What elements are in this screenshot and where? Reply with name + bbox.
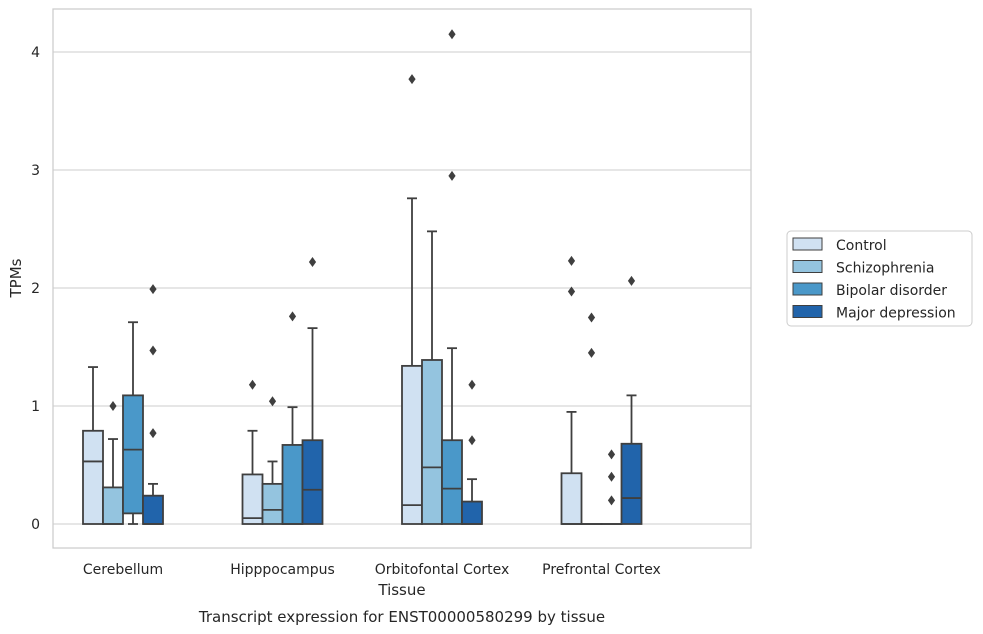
- box-2-1: [281, 311, 304, 525]
- outlier-point: [627, 275, 636, 286]
- box-0-0: [82, 366, 104, 525]
- y-tick-label: 1: [31, 399, 40, 415]
- outlier-point: [607, 471, 616, 482]
- box-1-1: [261, 396, 284, 525]
- x-tick-label: Orbitofontal Cortex: [375, 562, 510, 578]
- box-rect: [102, 486, 124, 525]
- outlier-point: [448, 170, 456, 181]
- legend: Control Schizophrenia Bipolar disorder Majo…: [786, 230, 973, 327]
- box-rect: [441, 439, 463, 525]
- box-rect: [281, 444, 304, 525]
- box-2-3: [600, 449, 623, 525]
- x-tick-label: Hipppocampus: [230, 562, 335, 578]
- legend-label: Bipolar disorder: [836, 283, 947, 299]
- box-rect: [261, 482, 284, 525]
- y-tick-label: 4: [31, 45, 40, 61]
- plot-frame: [52, 8, 752, 549]
- legend-swatch: [792, 305, 823, 318]
- box-rect: [421, 359, 443, 525]
- outlier-point: [288, 311, 297, 322]
- chart-title: Transcript expression for ENST0000058029…: [198, 608, 605, 626]
- outlier-point: [308, 257, 317, 268]
- outlier-point: [268, 396, 277, 407]
- legend-swatch: [792, 237, 823, 251]
- outlier-point: [448, 29, 456, 40]
- box-rect: [620, 442, 643, 525]
- box-2-2: [441, 29, 463, 525]
- box-1-2: [421, 230, 443, 525]
- outlier-point: [567, 255, 576, 266]
- outlier-point: [468, 379, 476, 390]
- box-0-2: [401, 74, 423, 525]
- box-rect: [241, 473, 264, 525]
- box-3-2: [461, 379, 483, 525]
- legend-swatch: [792, 282, 823, 296]
- x-tick-label: Prefrontal Cortex: [542, 562, 661, 578]
- box-rect: [142, 494, 164, 525]
- box-rect: [560, 472, 583, 525]
- outlier-point: [468, 435, 476, 446]
- outlier-point: [248, 379, 257, 390]
- y-tick-label: 0: [31, 517, 40, 533]
- box-rect: [461, 500, 483, 525]
- outlier-point: [408, 74, 416, 85]
- x-tick-label: Cerebellum: [83, 562, 163, 578]
- outlier-point: [149, 284, 157, 295]
- box-0-1: [241, 379, 264, 525]
- outlier-point: [149, 345, 157, 356]
- box-3-3: [620, 275, 643, 525]
- box-1-3: [580, 312, 603, 525]
- plot-area: [82, 29, 643, 525]
- legend-label: Major depression: [836, 306, 956, 322]
- box-rect: [82, 429, 104, 525]
- outlier-point: [587, 347, 596, 358]
- box-2-0: [122, 321, 144, 525]
- box-rect: [122, 394, 144, 515]
- box-3-1: [301, 257, 324, 525]
- legend-label: Control: [836, 238, 887, 254]
- outlier-point: [109, 401, 117, 411]
- outlier-point: [587, 312, 596, 323]
- box-rect: [301, 439, 324, 525]
- x-axis-ticks: Cerebellum Hipppocampus Orbitofontal Corte…: [83, 562, 661, 578]
- outlier-point: [607, 449, 616, 460]
- box-0-3: [560, 255, 583, 525]
- y-tick-label: 3: [31, 163, 40, 179]
- box-1-0: [102, 401, 124, 525]
- legend-label: Schizophrenia: [836, 261, 934, 277]
- legend-frame: [786, 230, 973, 327]
- y-axis-ticks: 0 1 2 3 4: [31, 45, 40, 533]
- legend-swatch: [792, 260, 823, 273]
- y-tick-label: 2: [31, 281, 40, 297]
- box-3-0: [142, 284, 164, 525]
- box-rect: [401, 364, 423, 525]
- x-axis-label: Tissue: [377, 581, 425, 599]
- y-axis-label: TPMs: [7, 258, 25, 298]
- outlier-point: [149, 428, 157, 439]
- outlier-point: [567, 286, 576, 297]
- outlier-point: [607, 495, 616, 506]
